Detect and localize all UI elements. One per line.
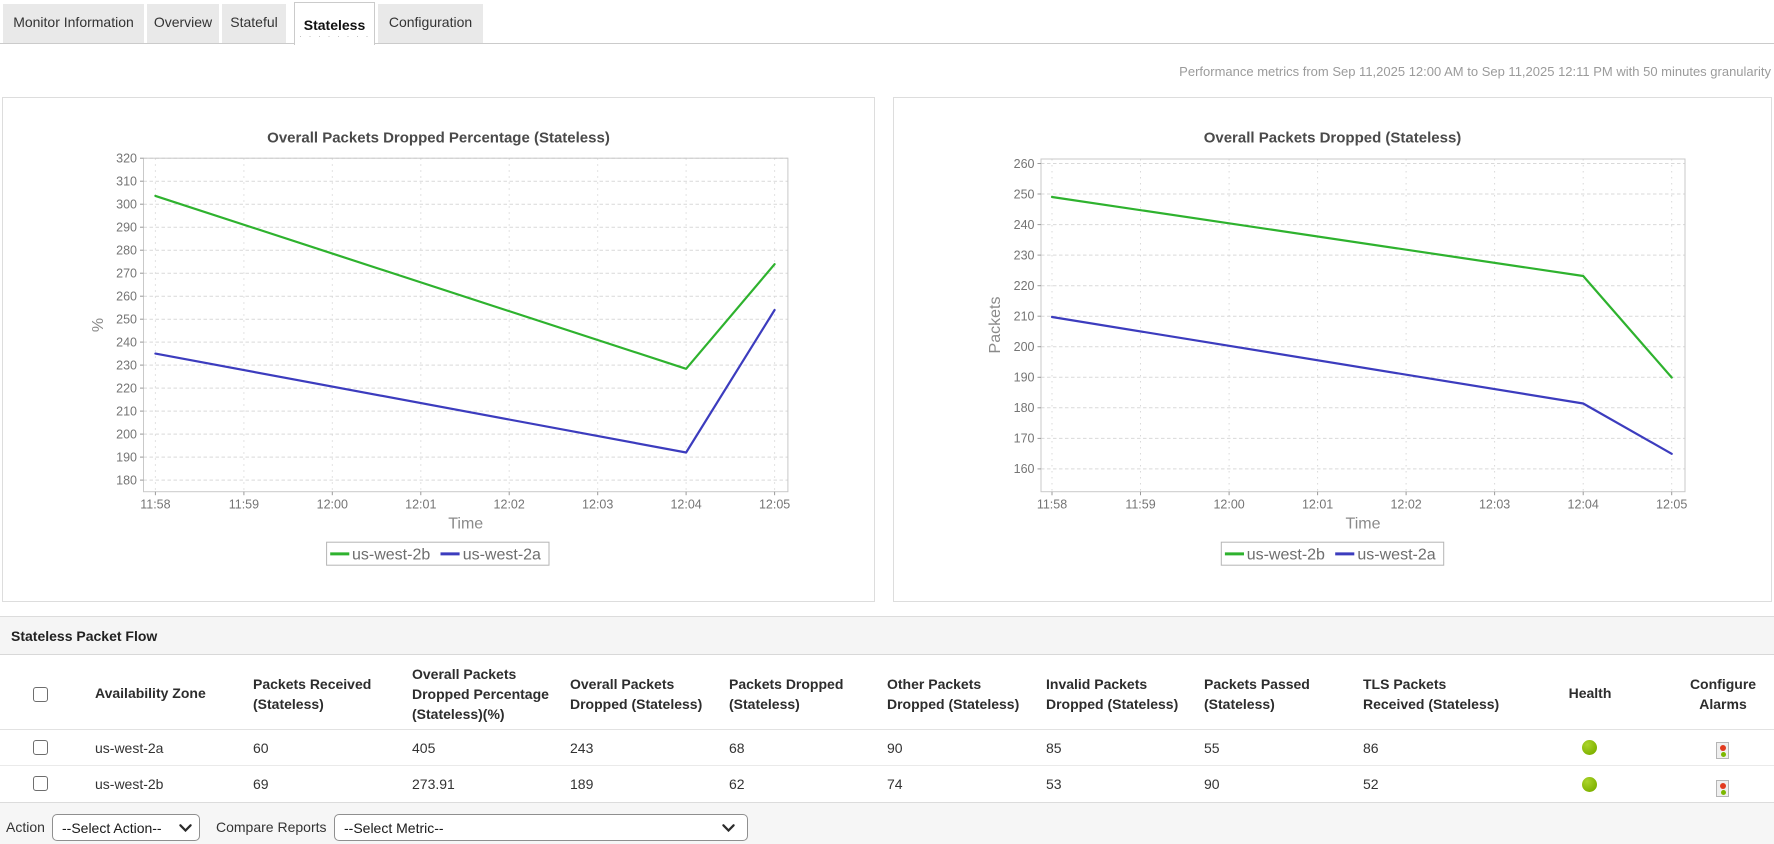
svg-text:12:04: 12:04 [1568, 498, 1599, 512]
svg-text:200: 200 [1014, 340, 1035, 354]
svg-text:us-west-2b: us-west-2b [1247, 546, 1325, 563]
svg-text:11:58: 11:58 [1037, 498, 1067, 512]
svg-text:300: 300 [116, 198, 137, 212]
svg-text:200: 200 [116, 427, 137, 441]
svg-text:220: 220 [1014, 279, 1035, 293]
svg-text:11:59: 11:59 [1125, 498, 1155, 512]
svg-text:180: 180 [116, 473, 137, 487]
svg-text:Time: Time [448, 516, 483, 533]
svg-text:230: 230 [1014, 248, 1035, 262]
svg-text:12:02: 12:02 [1390, 498, 1421, 512]
svg-text:250: 250 [116, 313, 137, 327]
svg-text:240: 240 [1014, 218, 1035, 232]
svg-text:210: 210 [1014, 310, 1035, 324]
svg-text:240: 240 [116, 335, 137, 349]
svg-text:%: % [90, 318, 107, 332]
svg-text:160: 160 [1014, 462, 1035, 476]
svg-text:260: 260 [1014, 157, 1035, 171]
svg-text:us-west-2a: us-west-2a [1357, 546, 1435, 563]
svg-text:170: 170 [1014, 432, 1035, 446]
svg-text:12:01: 12:01 [1302, 498, 1333, 512]
svg-text:12:03: 12:03 [1479, 498, 1510, 512]
svg-text:Time: Time [1346, 516, 1381, 533]
svg-text:290: 290 [116, 221, 137, 235]
svg-text:12:05: 12:05 [759, 498, 790, 512]
svg-text:190: 190 [116, 450, 137, 464]
svg-text:210: 210 [116, 404, 137, 418]
svg-text:270: 270 [116, 267, 137, 281]
svg-text:12:02: 12:02 [494, 498, 525, 512]
svg-text:Packets: Packets [987, 297, 1004, 354]
svg-text:us-west-2b: us-west-2b [352, 546, 430, 563]
svg-text:230: 230 [116, 358, 137, 372]
svg-text:280: 280 [116, 244, 137, 258]
svg-text:us-west-2a: us-west-2a [463, 546, 541, 563]
svg-text:260: 260 [116, 290, 137, 304]
svg-text:11:58: 11:58 [140, 498, 170, 512]
svg-text:Overall Packets Dropped Percen: Overall Packets Dropped Percentage (Stat… [267, 130, 610, 147]
svg-text:190: 190 [1014, 371, 1035, 385]
svg-text:320: 320 [116, 152, 137, 166]
svg-text:12:05: 12:05 [1656, 498, 1687, 512]
svg-text:12:00: 12:00 [1213, 498, 1244, 512]
svg-text:250: 250 [1014, 187, 1035, 201]
svg-text:310: 310 [116, 175, 137, 189]
svg-text:180: 180 [1014, 401, 1035, 415]
svg-text:12:04: 12:04 [670, 498, 701, 512]
svg-text:12:00: 12:00 [317, 498, 348, 512]
svg-text:220: 220 [116, 381, 137, 395]
svg-text:11:59: 11:59 [229, 498, 259, 512]
svg-text:12:01: 12:01 [405, 498, 436, 512]
svg-text:12:03: 12:03 [582, 498, 613, 512]
svg-text:Overall Packets Dropped (State: Overall Packets Dropped (Stateless) [1204, 130, 1462, 147]
